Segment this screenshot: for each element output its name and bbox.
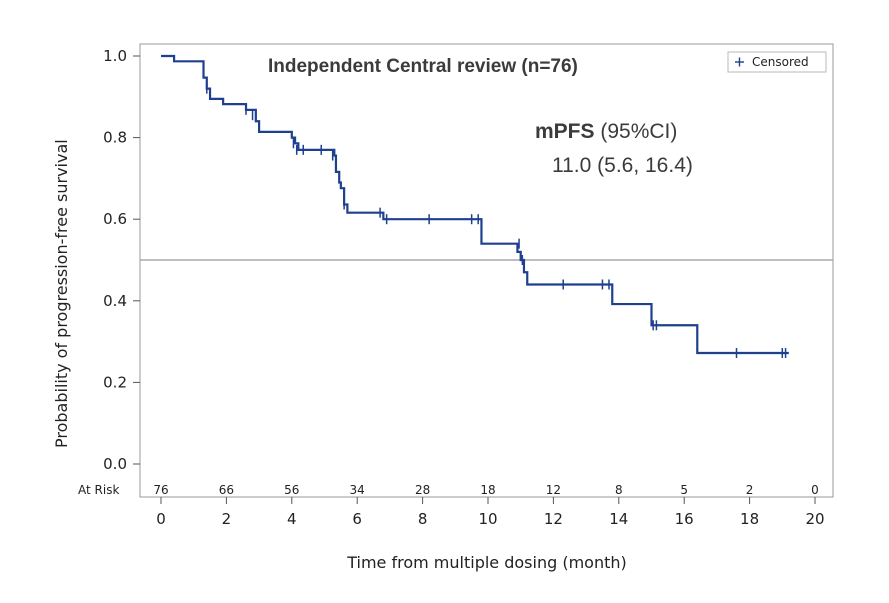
censor-marks <box>206 83 787 359</box>
x-tick-label: 6 <box>352 510 362 528</box>
x-tick-label: 0 <box>156 510 166 528</box>
mpfs-heading: mPFS (95%CI) <box>535 120 677 143</box>
x-tick-label: 10 <box>478 510 497 528</box>
legend-label: Censored <box>752 55 809 69</box>
at-risk-count: 12 <box>546 483 561 497</box>
x-tick-label: 20 <box>805 510 824 528</box>
y-tick-label: 0.6 <box>103 210 127 228</box>
chart-title: Independent Central review (n=76) <box>268 56 578 77</box>
x-tick-label: 4 <box>287 510 297 528</box>
y-tick-label: 0.4 <box>103 292 127 310</box>
x-tick-label: 12 <box>544 510 563 528</box>
x-tick-label: 16 <box>675 510 694 528</box>
at-risk-count: 28 <box>415 483 430 497</box>
at-risk-count: 56 <box>284 483 299 497</box>
at-risk-count: 8 <box>615 483 623 497</box>
y-tick-label: 0.2 <box>103 373 127 391</box>
x-tick-label: 8 <box>418 510 428 528</box>
x-axis: 0 2 4 6 8 10 12 14 16 18 20 <box>156 497 825 528</box>
at-risk-count: 2 <box>746 483 754 497</box>
ci-label: (95%CI) <box>595 120 678 143</box>
at-risk-count: 76 <box>153 483 168 497</box>
x-tick-label: 18 <box>740 510 759 528</box>
x-tick-label: 14 <box>609 510 628 528</box>
legend-censor-icon <box>735 57 744 67</box>
plot-frame <box>139 43 834 498</box>
at-risk-row: At Risk 76 66 56 34 28 18 12 8 5 2 0 <box>78 483 819 497</box>
legend: Censored <box>727 51 827 73</box>
at-risk-count: 5 <box>680 483 688 497</box>
y-tick-label: 0.0 <box>103 455 127 473</box>
at-risk-count: 66 <box>219 483 234 497</box>
y-axis: 0.0 0.2 0.4 0.6 0.8 1.0 <box>103 47 140 473</box>
y-tick-label: 1.0 <box>103 47 127 65</box>
legend-box <box>727 51 827 73</box>
mpfs-value: 11.0 (5.6, 16.4) <box>552 154 693 177</box>
x-tick-label: 2 <box>222 510 232 528</box>
at-risk-count: 18 <box>480 483 495 497</box>
at-risk-count: 34 <box>350 483 365 497</box>
at-risk-count: 0 <box>811 483 819 497</box>
mpfs-label: mPFS <box>535 120 595 143</box>
km-curve-line <box>161 54 789 355</box>
x-axis-label: Time from multiple dosing (month) <box>346 553 627 572</box>
at-risk-label: At Risk <box>78 483 119 497</box>
y-tick-label: 0.8 <box>103 129 127 147</box>
annotation: mPFS (95%CI) 11.0 (5.6, 16.4) <box>535 120 693 177</box>
y-axis-label: Probability of progression-free survival <box>52 139 71 448</box>
